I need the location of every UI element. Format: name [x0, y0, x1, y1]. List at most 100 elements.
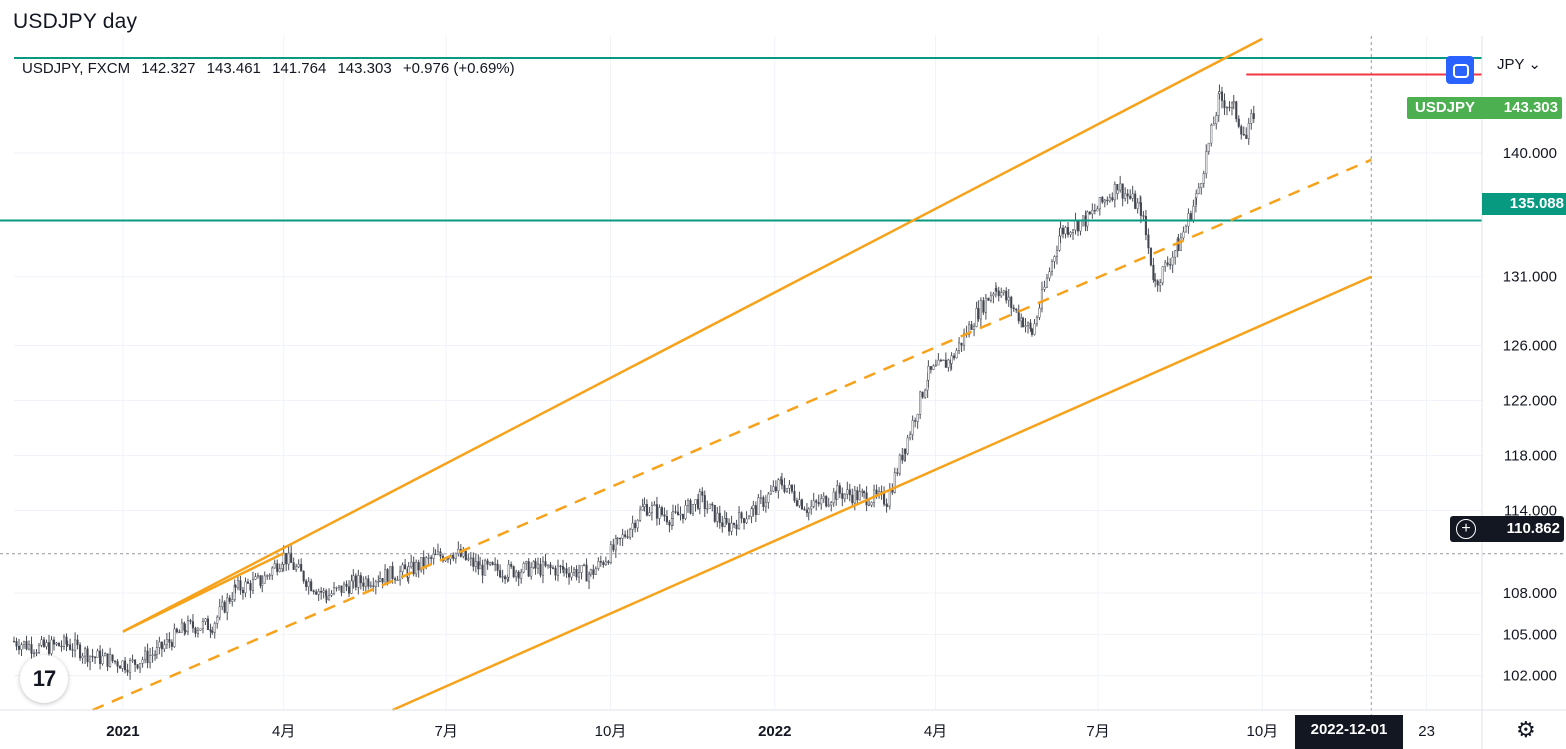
candle-body [499, 570, 502, 578]
candle-body [597, 561, 600, 569]
candle-body [1184, 225, 1187, 233]
candle-body [861, 491, 864, 493]
candle-body [713, 504, 716, 522]
channel-anchor-line[interactable] [122, 552, 285, 633]
candle-body [1124, 193, 1127, 199]
currency-select[interactable]: JPY ⌄ [1497, 55, 1541, 73]
candle-body [62, 636, 66, 647]
candle-body [1235, 101, 1238, 120]
candle-body [1050, 261, 1054, 273]
drawings[interactable] [0, 36, 1566, 749]
candle-body [1129, 195, 1132, 199]
candle-body [183, 622, 186, 631]
candle-body [1121, 183, 1124, 199]
candle-body [1240, 126, 1243, 135]
candle-body [1174, 250, 1177, 258]
candle-body [1029, 322, 1032, 330]
candle-body [282, 552, 285, 565]
candle-body [836, 485, 839, 500]
candle-body [335, 587, 338, 589]
candle-body [1195, 193, 1198, 198]
candle-body [374, 581, 377, 587]
candle-body [454, 552, 457, 559]
candle-body [668, 521, 671, 526]
candle-body [218, 606, 221, 618]
candle-body [281, 564, 284, 569]
candle-body [1250, 113, 1253, 124]
candle-body [241, 589, 245, 594]
channel-lower-line[interactable] [392, 275, 1372, 712]
candle-body [527, 561, 530, 577]
candle-body [1088, 211, 1091, 215]
candle-body [292, 562, 295, 570]
candle-body [320, 590, 323, 593]
candle-body [783, 484, 786, 492]
add-alert-icon[interactable]: + [1456, 519, 1476, 539]
candle-body [1119, 183, 1122, 191]
candle-body [868, 504, 871, 507]
candle-body [551, 567, 555, 569]
candle-body [1086, 211, 1089, 227]
candle-body [330, 593, 333, 596]
sync-icon[interactable] [1446, 56, 1474, 84]
candle-body [1164, 262, 1167, 267]
candle-body [1053, 256, 1056, 262]
candle-body [276, 563, 279, 572]
candle-body [995, 287, 998, 292]
candle-body [325, 595, 328, 601]
candle-body [412, 561, 415, 575]
candle-body [512, 566, 515, 578]
candle-body [674, 511, 677, 513]
candle-body [369, 585, 372, 587]
channel-middle-line[interactable] [92, 158, 1372, 712]
candle-body [1136, 202, 1139, 209]
candle-body [139, 662, 142, 669]
candle-body [507, 564, 510, 578]
candle-body [144, 650, 147, 661]
candle-body [989, 295, 992, 301]
candle-body [589, 569, 592, 575]
candle-body [45, 642, 48, 647]
y-tick-label: 122.000 [1503, 393, 1557, 410]
y-tick-label: 114.000 [1504, 503, 1557, 520]
candle-body [648, 512, 651, 516]
candle-body [1059, 227, 1062, 237]
candle-body [655, 504, 658, 519]
candle-body [347, 586, 351, 594]
candle-body [1040, 289, 1044, 309]
candle-body [901, 454, 904, 461]
candle-body [52, 639, 56, 645]
tradingview-logo[interactable]: 17 [20, 655, 68, 703]
channel-upper-line[interactable] [122, 37, 1263, 633]
candle-body [748, 516, 751, 520]
candle-body [79, 644, 82, 659]
candle-body [725, 518, 728, 524]
candle-body [820, 498, 823, 505]
candle-body [407, 566, 410, 578]
candle-body [236, 580, 240, 588]
candle-body [178, 631, 181, 634]
candle-body [261, 582, 264, 586]
candle-body [556, 565, 560, 576]
candle-body [481, 564, 484, 576]
candle-body [417, 562, 420, 571]
candle-body [681, 513, 685, 519]
x-tick-label: 23 [1418, 723, 1435, 740]
candle-body [947, 359, 950, 368]
candle-body [266, 575, 269, 577]
gear-icon[interactable]: ⚙ [1516, 717, 1536, 742]
candle-body [1010, 296, 1013, 309]
legend-symbol[interactable]: USDJPY, FXCM [22, 60, 131, 77]
candle-body [362, 582, 365, 587]
candle-body [1149, 247, 1152, 266]
candle-body [906, 437, 909, 454]
candle-body [124, 660, 127, 671]
candle-body [491, 562, 494, 565]
candle-body [825, 495, 828, 507]
candle-body [626, 536, 629, 538]
candle-body [750, 508, 753, 517]
candle-body [204, 618, 207, 622]
candle-body [381, 578, 384, 583]
candle-body [1091, 210, 1094, 215]
